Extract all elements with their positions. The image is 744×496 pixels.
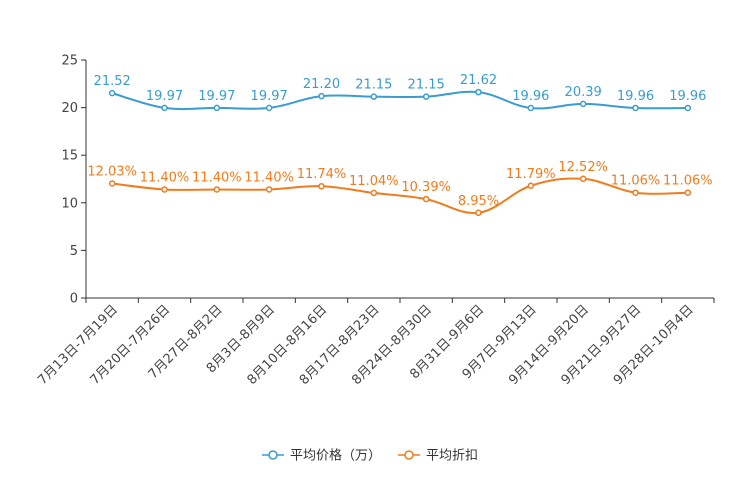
discount-point [213, 186, 221, 193]
price-data-label: 21.52 [94, 74, 131, 89]
discount-data-label: 8.95% [458, 194, 499, 209]
price-point [422, 93, 430, 100]
price-series-line [111, 90, 688, 111]
price-data-label: 19.97 [251, 89, 288, 104]
price-data-label: 21.62 [460, 73, 497, 88]
price-point [108, 89, 116, 97]
discount-data-label: 12.03% [87, 164, 137, 179]
discount-data-label: 11.06% [611, 174, 661, 189]
price-point [265, 104, 273, 112]
y-tick-label: 5 [70, 244, 78, 259]
discount-point [318, 182, 325, 190]
price-data-label: 20.39 [565, 85, 602, 100]
y-tick-label: 15 [61, 149, 78, 164]
discount-point [265, 186, 273, 193]
price-point [318, 92, 325, 100]
legend-item-discount: 平均折扣 [398, 449, 478, 464]
discount-data-label: 11.04% [349, 174, 399, 189]
price-point [579, 100, 587, 108]
price-data-label: 21.15 [355, 78, 392, 93]
discount-point [632, 189, 639, 196]
discount-point [527, 182, 535, 190]
discount-data-label: 11.40% [140, 170, 190, 185]
discount-data-label: 11.79% [506, 167, 556, 182]
price-data-label: 19.96 [512, 89, 549, 104]
discount-point [684, 189, 692, 196]
discount-point [579, 175, 587, 183]
price-point [161, 104, 168, 112]
price-data-label: 19.97 [198, 89, 235, 104]
legend-marker [268, 450, 278, 460]
price-point [475, 88, 482, 96]
discount-data-label: 11.40% [244, 170, 294, 185]
price-data-label: 19.96 [669, 89, 706, 104]
discount-point [422, 195, 430, 203]
discount-series-line [112, 177, 688, 215]
price-point [213, 104, 221, 112]
y-tick-label: 0 [70, 292, 78, 307]
price-data-label: 21.20 [303, 77, 340, 92]
price-point [632, 104, 639, 112]
discount-data-label: 11.74% [297, 167, 347, 182]
discount-data-label: 11.06% [663, 174, 713, 189]
discount-data-label: 11.40% [192, 170, 242, 185]
legend-label: 平均折扣 [426, 449, 478, 464]
legend-label: 平均价格（万） [290, 448, 381, 464]
discount-data-label: 10.39% [401, 180, 451, 195]
legend-item-price: 平均价格（万） [262, 448, 381, 464]
discount-data-label: 12.52% [558, 160, 608, 175]
y-tick-label: 25 [61, 54, 78, 69]
price-data-label: 19.96 [617, 89, 654, 104]
price-data-label: 21.15 [408, 78, 445, 93]
legend-marker [404, 450, 414, 460]
y-tick-label: 20 [61, 101, 78, 116]
price-point [370, 93, 378, 100]
discount-point [161, 186, 168, 193]
price-data-label: 19.97 [146, 89, 183, 104]
price-point [527, 104, 535, 112]
discount-point [475, 209, 482, 217]
discount-point [370, 189, 378, 197]
price-point [684, 104, 692, 112]
discount-point [108, 180, 116, 187]
y-tick-label: 10 [61, 196, 78, 211]
